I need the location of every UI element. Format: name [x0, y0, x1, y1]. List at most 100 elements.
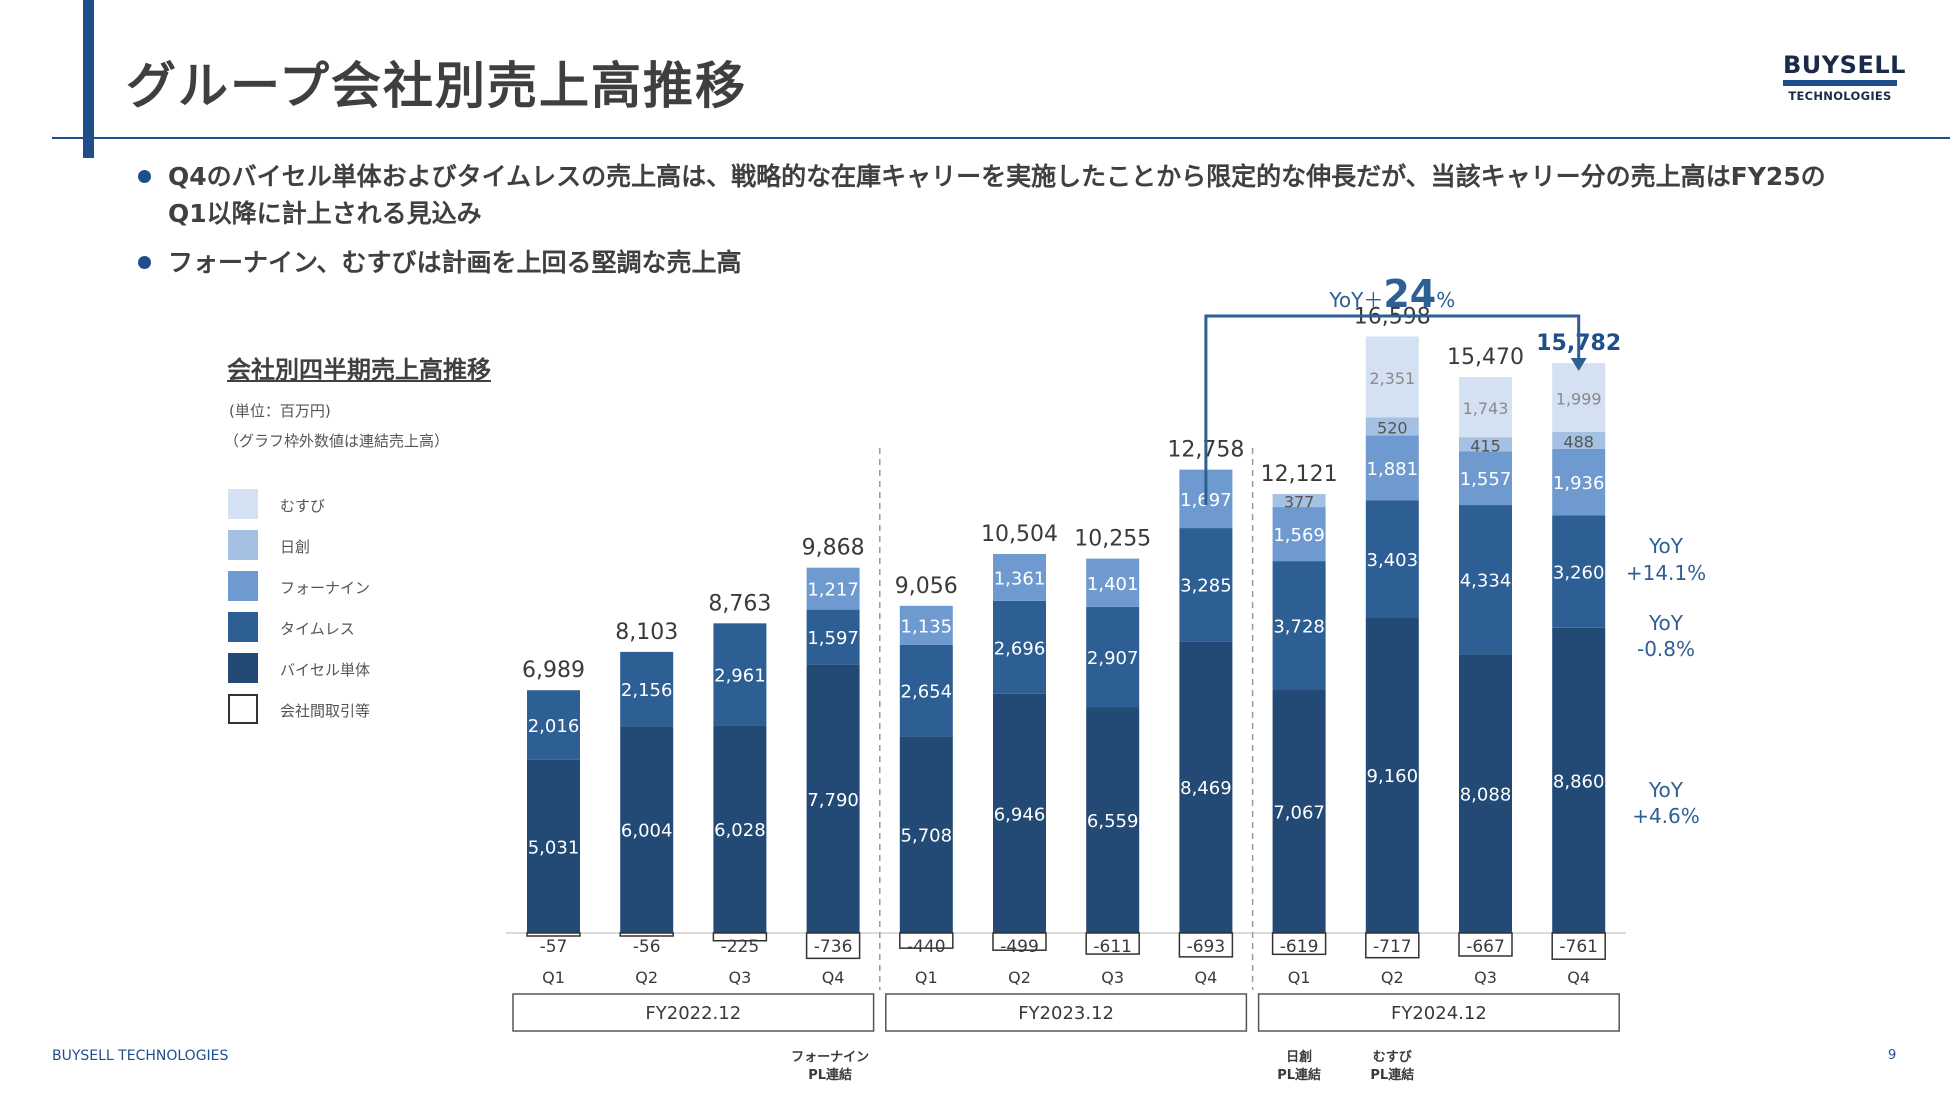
bar-segment [1272, 494, 1326, 508]
bar-segment [1552, 627, 1606, 933]
chart-title: 会社別四半期売上高推移 [227, 356, 491, 384]
data-label: 1,743 [1463, 399, 1509, 418]
intercompany-label: -499 [1000, 937, 1039, 957]
consolidation-note: PL連結 [1370, 1067, 1414, 1083]
bullet-text: フォーナイン、むすびは計画を上回る堅調な売上高 [168, 248, 742, 277]
bar-segment [1552, 431, 1606, 449]
fiscal-year-box [1257, 993, 1620, 1032]
data-label: 7,067 [1273, 802, 1325, 823]
logo-subtitle: TECHNOLOGIES [1788, 89, 1892, 103]
bullet-item: フォーナイン、むすびは計画を上回る堅調な売上高 [138, 244, 1838, 281]
data-label: 1,881 [1367, 459, 1419, 480]
fiscal-year-label: FY2023.12 [1018, 1003, 1114, 1024]
intercompany-bar [619, 932, 674, 937]
data-label: 2,016 [528, 716, 580, 737]
fiscal-year-label: FY2022.12 [645, 1003, 741, 1024]
data-label: 6,946 [994, 804, 1046, 825]
bar-segment [713, 725, 767, 933]
bar-segment [527, 759, 580, 933]
data-label: 3,260 [1553, 563, 1605, 584]
legend-swatch [228, 571, 258, 601]
bar-segment [1365, 417, 1419, 436]
arrow-head-icon [1570, 358, 1587, 371]
bar-segment [806, 567, 860, 610]
bar-segment [993, 693, 1046, 933]
legend-swatch [228, 653, 258, 683]
data-label: 1,597 [807, 628, 859, 649]
intercompany-label: -611 [1093, 937, 1132, 957]
intercompany-label: -57 [540, 937, 568, 957]
data-label: 4,334 [1460, 571, 1512, 592]
fiscal-year-box [885, 993, 1248, 1032]
x-tick-label: Q3 [729, 968, 752, 987]
bar-segment [1552, 363, 1606, 432]
intercompany-bar [526, 932, 581, 937]
data-label: 3,728 [1273, 616, 1325, 637]
total-label: 15,470 [1447, 345, 1524, 370]
company-logo: BUYSELL TECHNOLOGIES [1783, 51, 1906, 103]
bullet-text: Q4のバイセル単体およびタイムレスの売上高は、戦略的な在庫キャリーを実施したこと… [168, 162, 1826, 228]
fiscal-year-box [512, 993, 875, 1032]
data-label: 488 [1563, 432, 1594, 451]
consolidation-note: PL連結 [808, 1067, 852, 1083]
bar-segment [1086, 707, 1140, 933]
data-label: 2,351 [1369, 369, 1415, 388]
yoy-arrow [1204, 314, 1581, 505]
bar-segment [1272, 561, 1326, 690]
intercompany-bar [1458, 932, 1513, 957]
intercompany-bar [1551, 932, 1606, 960]
total-label: 6,989 [522, 658, 585, 683]
intercompany-bar [1085, 932, 1140, 955]
bar-segment [527, 690, 580, 760]
bar-segment [1086, 558, 1140, 607]
x-tick-label: Q1 [1288, 968, 1311, 987]
logo-underline [1783, 80, 1897, 86]
segment-yoy-label: YoY [1648, 778, 1684, 802]
data-label: 2,696 [994, 638, 1046, 659]
bar-segment [1365, 617, 1419, 933]
intercompany-label: -761 [1559, 937, 1598, 957]
bar-segment [1459, 377, 1512, 438]
bar-segment [899, 644, 953, 737]
unit-note: (単位：百万円) [229, 402, 331, 420]
intercompany-label: -619 [1280, 937, 1319, 957]
logo-wordmark: BUYSELL [1783, 51, 1906, 79]
bar-segment [1365, 500, 1419, 618]
intercompany-bar [1365, 932, 1420, 959]
scope-note: （グラフ枠外数値は連結売上高） [224, 432, 450, 450]
legend-label: 会社間取引等 [280, 702, 371, 720]
consolidation-note: フォーナイン [791, 1050, 869, 1065]
bar-segment [1272, 507, 1326, 562]
bar-segment [806, 609, 860, 665]
segment-yoy-label: YoY [1648, 534, 1684, 558]
summary-bullets: Q4のバイセル単体およびタイムレスの売上高は、戦略的な在庫キャリーを実施したこと… [138, 158, 1838, 293]
data-label: 3,403 [1367, 550, 1419, 571]
bar-segment [1459, 451, 1512, 506]
total-label: 8,763 [708, 591, 771, 616]
data-label: 6,004 [621, 821, 673, 842]
bar-segment [1552, 515, 1606, 628]
intercompany-bar [1178, 932, 1234, 958]
x-tick-label: Q2 [635, 968, 658, 987]
total-label: 8,103 [615, 620, 678, 645]
consolidation-note: むすび [1373, 1050, 1413, 1065]
total-label: 12,121 [1261, 462, 1338, 487]
x-tick-label: Q4 [1195, 968, 1218, 987]
legend-label: 日創 [280, 538, 311, 556]
total-label: 10,504 [981, 522, 1058, 547]
data-label: 2,961 [714, 665, 766, 686]
data-label: 8,860 [1553, 771, 1605, 792]
intercompany-bar [992, 932, 1047, 951]
data-label: 1,569 [1273, 525, 1325, 546]
bar-segment [1459, 437, 1512, 452]
bar-segment [806, 664, 860, 933]
bar-segment [993, 553, 1046, 601]
bar-segment [1272, 689, 1326, 933]
fiscal-year-label: FY2024.12 [1391, 1003, 1487, 1024]
intercompany-label: -56 [633, 937, 661, 957]
legend-label: フォーナイン [280, 579, 371, 597]
x-tick-label: Q4 [1567, 968, 1590, 987]
x-tick-label: Q3 [1101, 968, 1124, 987]
page-title: グループ会社別売上高推移 [126, 57, 747, 115]
